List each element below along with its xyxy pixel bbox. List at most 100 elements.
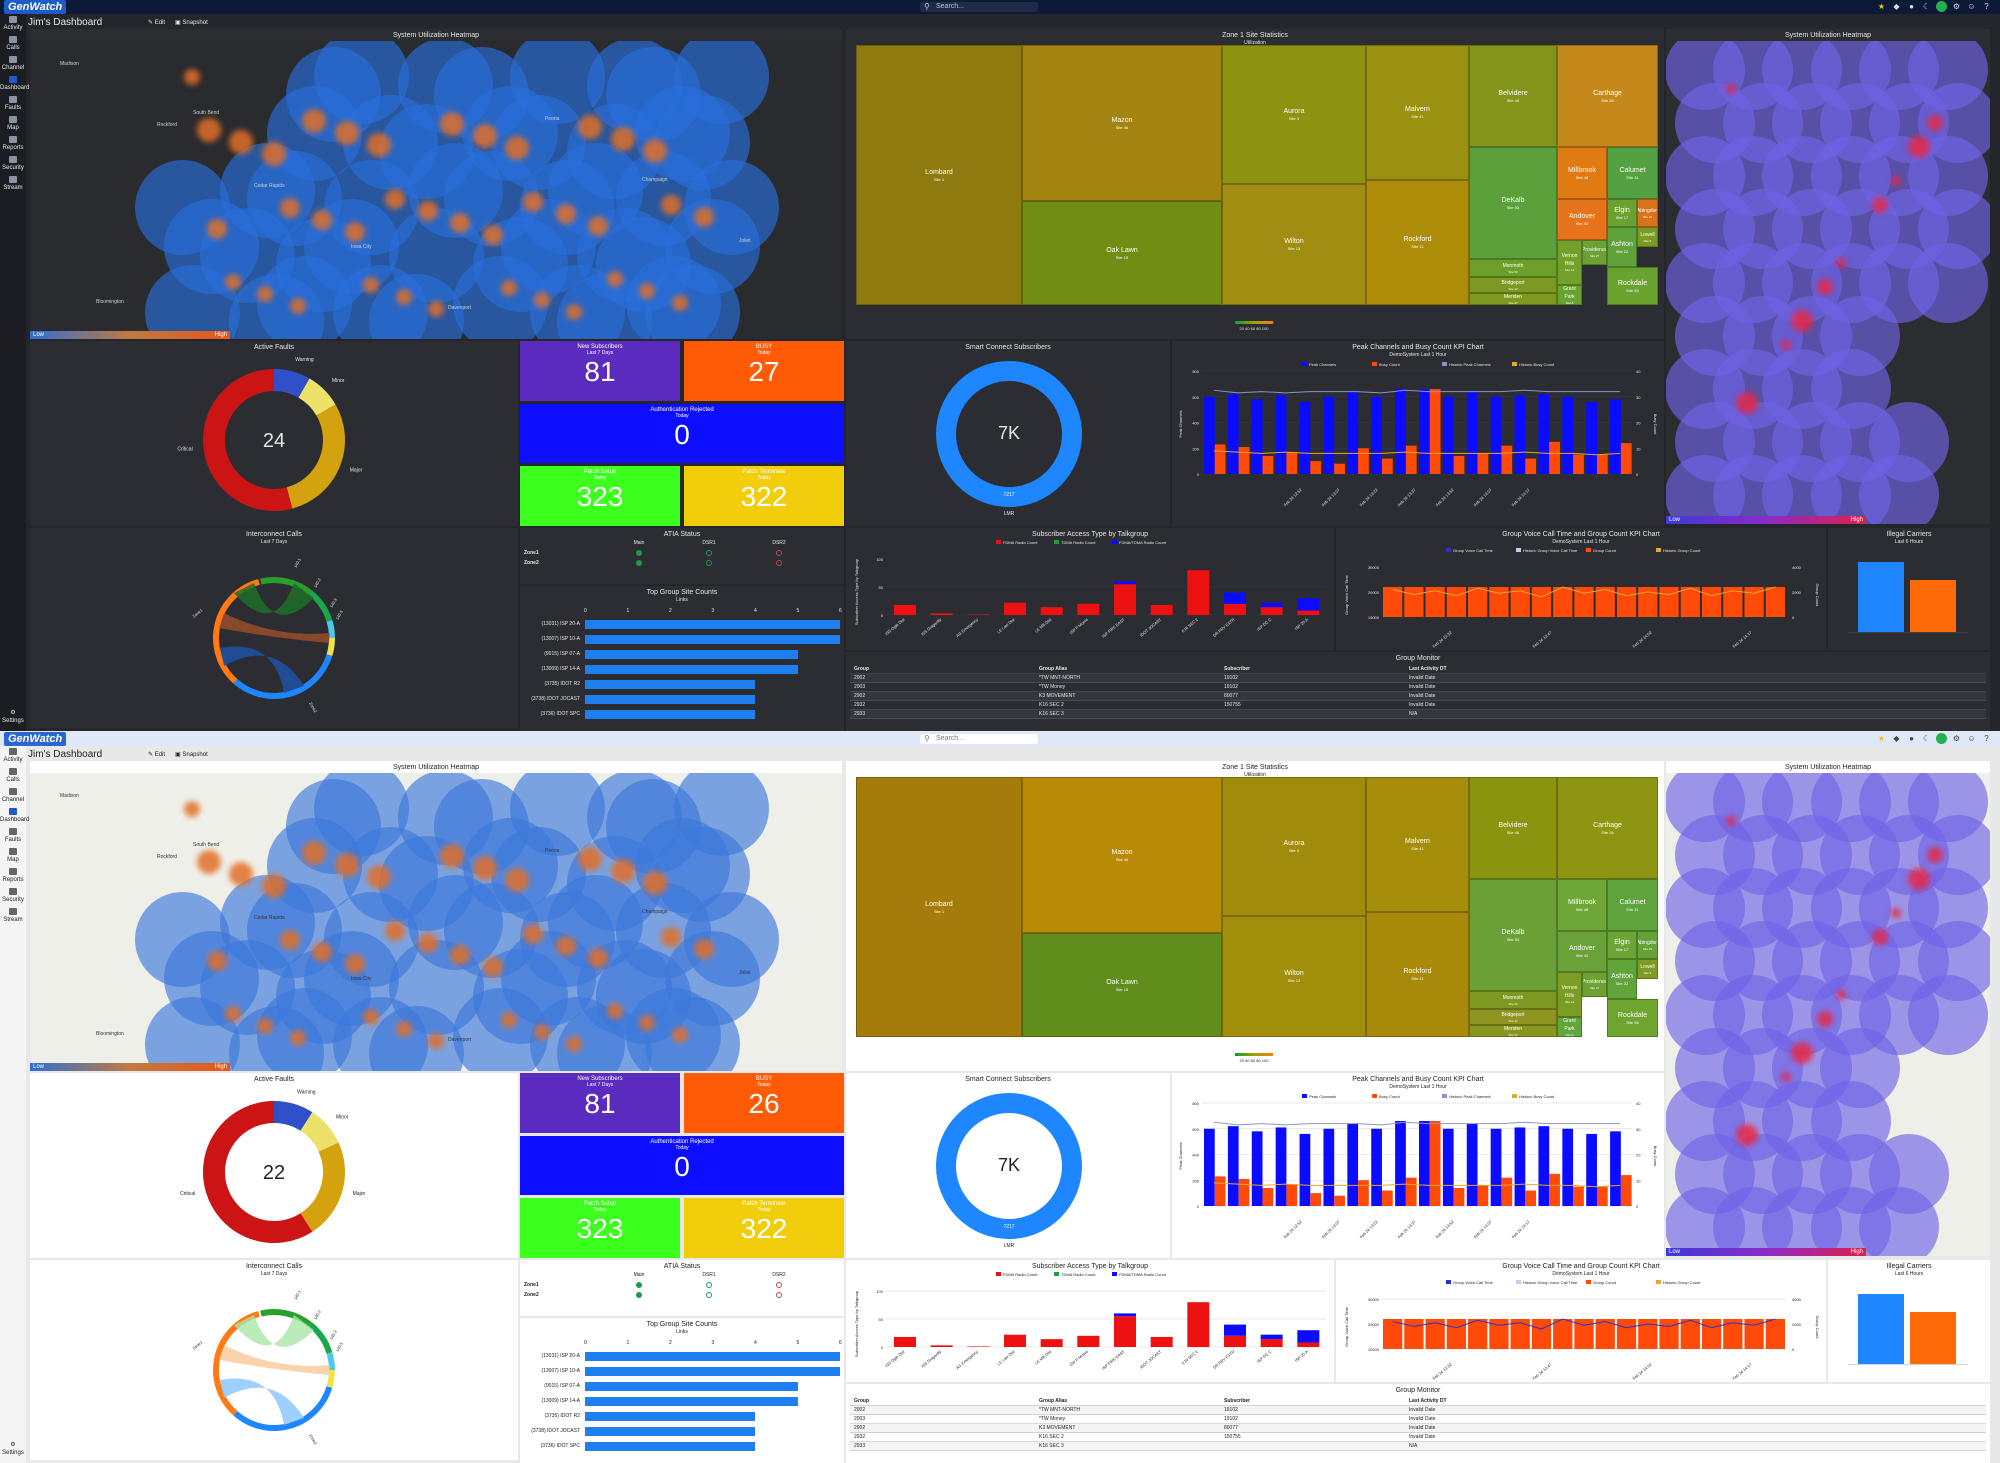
treemap-cell[interactable]: Belvidere Site 46 <box>1469 777 1557 879</box>
edit-button[interactable]: ✎ Edit <box>148 19 166 26</box>
treemap-cell[interactable]: Monmoth Site 53 <box>1469 259 1557 277</box>
table-header-cell[interactable]: Subscriber <box>1224 1398 1251 1404</box>
treemap-cell[interactable]: Malvern Site 41 <box>1366 777 1469 912</box>
treemap-cell[interactable]: Millbrook Site 48 <box>1557 879 1607 931</box>
treemap-cell[interactable]: Andover Site 42 <box>1557 931 1607 972</box>
treemap-cell[interactable]: Providence Site 27 <box>1582 972 1607 997</box>
peak-chart[interactable]: Peak Channels Busy Count Historic Peak Cha… <box>1172 1091 1664 1256</box>
table-header-cell[interactable]: Group Alias <box>1039 1398 1068 1404</box>
topgroups-bar[interactable] <box>585 1412 755 1421</box>
heatmap-map[interactable]: Madison Rockford Cedar Rapids Iowa City Dave… <box>30 773 842 1071</box>
access-chart[interactable]: FDMA Radio Count TDMA Radio Count FDMA/TDM… <box>846 537 1334 649</box>
treemap-cell[interactable]: Calumet Site 31 <box>1607 879 1658 931</box>
help-icon[interactable]: ? <box>1984 2 1989 11</box>
status-icon[interactable] <box>1936 1 1947 12</box>
topgroups-bars[interactable]: 0 1 2 3 4 5 6 (13031) ISP 20-A (13007) ISP 10-A (… <box>520 608 844 731</box>
genwatch-logo[interactable]: GenWatch <box>4 732 67 746</box>
sidebar-item-settings[interactable]: ⚙ Settings <box>0 707 26 727</box>
treemap-cell[interactable]: Belvidere Site 46 <box>1469 45 1557 147</box>
faults-donut[interactable]: Warning Minor Major Critical 24 <box>30 349 518 526</box>
voice-chart[interactable]: Group Voice Call Time Historic Group Voic… <box>1336 1277 1826 1381</box>
treemap-cell[interactable]: Aurora Site 3 <box>1222 777 1366 916</box>
sidebar-item-reports[interactable]: Reports <box>0 866 26 886</box>
table-header-cell[interactable]: Group Alias <box>1039 666 1068 672</box>
topgroups-bar[interactable] <box>585 1352 840 1361</box>
snapshot-button[interactable]: ▣ Snapshot <box>175 19 208 26</box>
user-icon[interactable]: ☺ <box>1967 2 1976 11</box>
treemap-cell[interactable]: Lowell Site 9 <box>1637 227 1658 247</box>
moon-icon[interactable]: ☾ <box>1922 2 1931 11</box>
bell-icon[interactable]: ● <box>1909 734 1914 743</box>
treemap-cell[interactable]: Wilton Site 13 <box>1222 916 1366 1037</box>
heatmap-map[interactable]: Madison Rockford Cedar Rapids Iowa City Dave… <box>30 41 842 339</box>
heatmap-right-map[interactable] <box>1666 773 1990 1256</box>
treemap-cell[interactable]: Lowell Site 9 <box>1637 959 1658 979</box>
treemap-cell[interactable]: Monmoth Site 53 <box>1469 991 1557 1009</box>
treemap-cell[interactable]: Providence Site 27 <box>1582 240 1607 265</box>
peak-chart[interactable]: Peak Channels Busy Count Historic Peak Cha… <box>1172 359 1664 524</box>
kpi-tile[interactable]: BUSY Today 27 <box>684 341 844 401</box>
access-chart[interactable]: FDMA Radio Count TDMA Radio Count FDMA/TDM… <box>846 1269 1334 1381</box>
kpi-tile[interactable]: Patch Setup Today 323 <box>520 466 680 526</box>
voice-chart[interactable]: Group Voice Call Time Historic Group Voic… <box>1336 545 1826 649</box>
illegal-carrier-bar[interactable] <box>1858 562 1904 632</box>
table-row[interactable]: 2933 K16 SEC 3 N/A <box>850 1442 1986 1451</box>
star-icon[interactable]: ★ <box>1877 2 1886 11</box>
treemap-cell[interactable]: Mazon Site 46 <box>1022 45 1222 201</box>
faults-donut[interactable]: Warning Minor Major Critical 22 <box>30 1081 518 1258</box>
treemap-cell[interactable]: Oak Lawn Site 15 <box>1022 201 1222 305</box>
sidebar-item-calls[interactable]: Calls <box>0 34 26 54</box>
sidebar-item-stream[interactable]: Stream <box>0 906 26 926</box>
treemap-cell[interactable]: Rockford Site 11 <box>1366 912 1469 1037</box>
topgroups-bar[interactable] <box>585 1397 798 1406</box>
snapshot-button[interactable]: ▣ Snapshot <box>175 751 208 758</box>
illegal-carrier-bar[interactable] <box>1910 579 1956 632</box>
treemap-cell[interactable]: Wilton Site 13 <box>1222 184 1366 305</box>
topgroups-bar[interactable] <box>585 680 755 689</box>
treemap-cell[interactable]: Abingdon Site 21 <box>1637 931 1658 959</box>
treemap-cell[interactable]: Calumet Site 31 <box>1607 147 1658 199</box>
topgroups-bar[interactable] <box>585 1427 755 1436</box>
treemap-cell[interactable]: Rockdale Site 54 <box>1607 267 1658 305</box>
topgroups-bars[interactable]: 0 1 2 3 4 5 6 (13031) ISP 20-A (13007) ISP 10-A (… <box>520 1340 844 1463</box>
sidebar-item-settings[interactable]: ⚙ Settings <box>0 1439 26 1459</box>
shield-icon[interactable]: ◆ <box>1893 2 1900 11</box>
kpi-tile[interactable]: Authentication Rejected Today 0 <box>520 404 844 463</box>
treemap-cell[interactable]: Lombard Site 1 <box>856 45 1022 305</box>
sidebar-item-activity[interactable]: Activity <box>0 14 26 34</box>
sidebar-item-calls[interactable]: Calls <box>0 766 26 786</box>
treemap-cell[interactable]: Andover Site 42 <box>1557 199 1607 240</box>
group-monitor-table[interactable]: Group Group Alias Subscriber Last Activity … <box>850 665 1986 719</box>
treemap-cell[interactable]: Vernon Hills Site 14 <box>1557 972 1582 1017</box>
treemap-cell[interactable]: DeKalb Site 53 <box>1469 147 1557 259</box>
table-row[interactable]: 2003 *TW Money 19102 Invalid Date <box>850 683 1986 692</box>
search-input[interactable]: ⚲ Search... <box>920 2 1038 12</box>
treemap-cell[interactable]: Carthage Site 26 <box>1557 777 1658 879</box>
sidebar-item-dashboard[interactable]: Dashboard <box>0 806 29 826</box>
treemap-cell[interactable]: Millbrook Site 48 <box>1557 147 1607 199</box>
moon-icon[interactable]: ☾ <box>1922 734 1931 743</box>
treemap-cell[interactable]: Bridgeport Site 12 <box>1469 1009 1557 1025</box>
sidebar-item-map[interactable]: Map <box>0 114 26 134</box>
sidebar-item-channel[interactable]: Channel <box>0 54 26 74</box>
shield-icon[interactable]: ◆ <box>1893 734 1900 743</box>
table-row[interactable]: 2932 K16 SEC 2 150755 Invalid Date <box>850 701 1986 710</box>
treemap-cell[interactable]: Ashton Site 22 <box>1607 227 1637 267</box>
sidebar-item-dashboard[interactable]: Dashboard <box>0 74 29 94</box>
treemap[interactable]: Lombard Site 1 Mazon Site 46 Oak Lawn Site 15… <box>856 777 1658 1037</box>
dashboard-title[interactable]: Jim's Dashboard <box>28 748 103 760</box>
topgroups-bar[interactable] <box>585 665 798 674</box>
dashboard-title[interactable]: Jim's Dashboard <box>28 16 103 28</box>
edit-button[interactable]: ✎ Edit <box>148 751 166 758</box>
status-icon[interactable] <box>1936 733 1947 744</box>
kpi-tile[interactable]: Patch Setup Today 323 <box>520 1198 680 1258</box>
table-row[interactable]: 2902 K3 MOVEMENT 80077 Invalid Date <box>850 1424 1986 1433</box>
illegal-carrier-bar[interactable] <box>1910 1311 1956 1364</box>
sidebar-item-reports[interactable]: Reports <box>0 134 26 154</box>
table-header-cell[interactable]: Last Activity DT <box>1409 666 1447 672</box>
kpi-tile[interactable]: Authentication Rejected Today 0 <box>520 1136 844 1195</box>
illegal-carrier-bar[interactable] <box>1858 1294 1904 1364</box>
kpi-tile[interactable]: New Subscribers Last 7 Days 81 <box>520 341 680 401</box>
table-row[interactable]: 2902 K3 MOVEMENT 80077 Invalid Date <box>850 692 1986 701</box>
